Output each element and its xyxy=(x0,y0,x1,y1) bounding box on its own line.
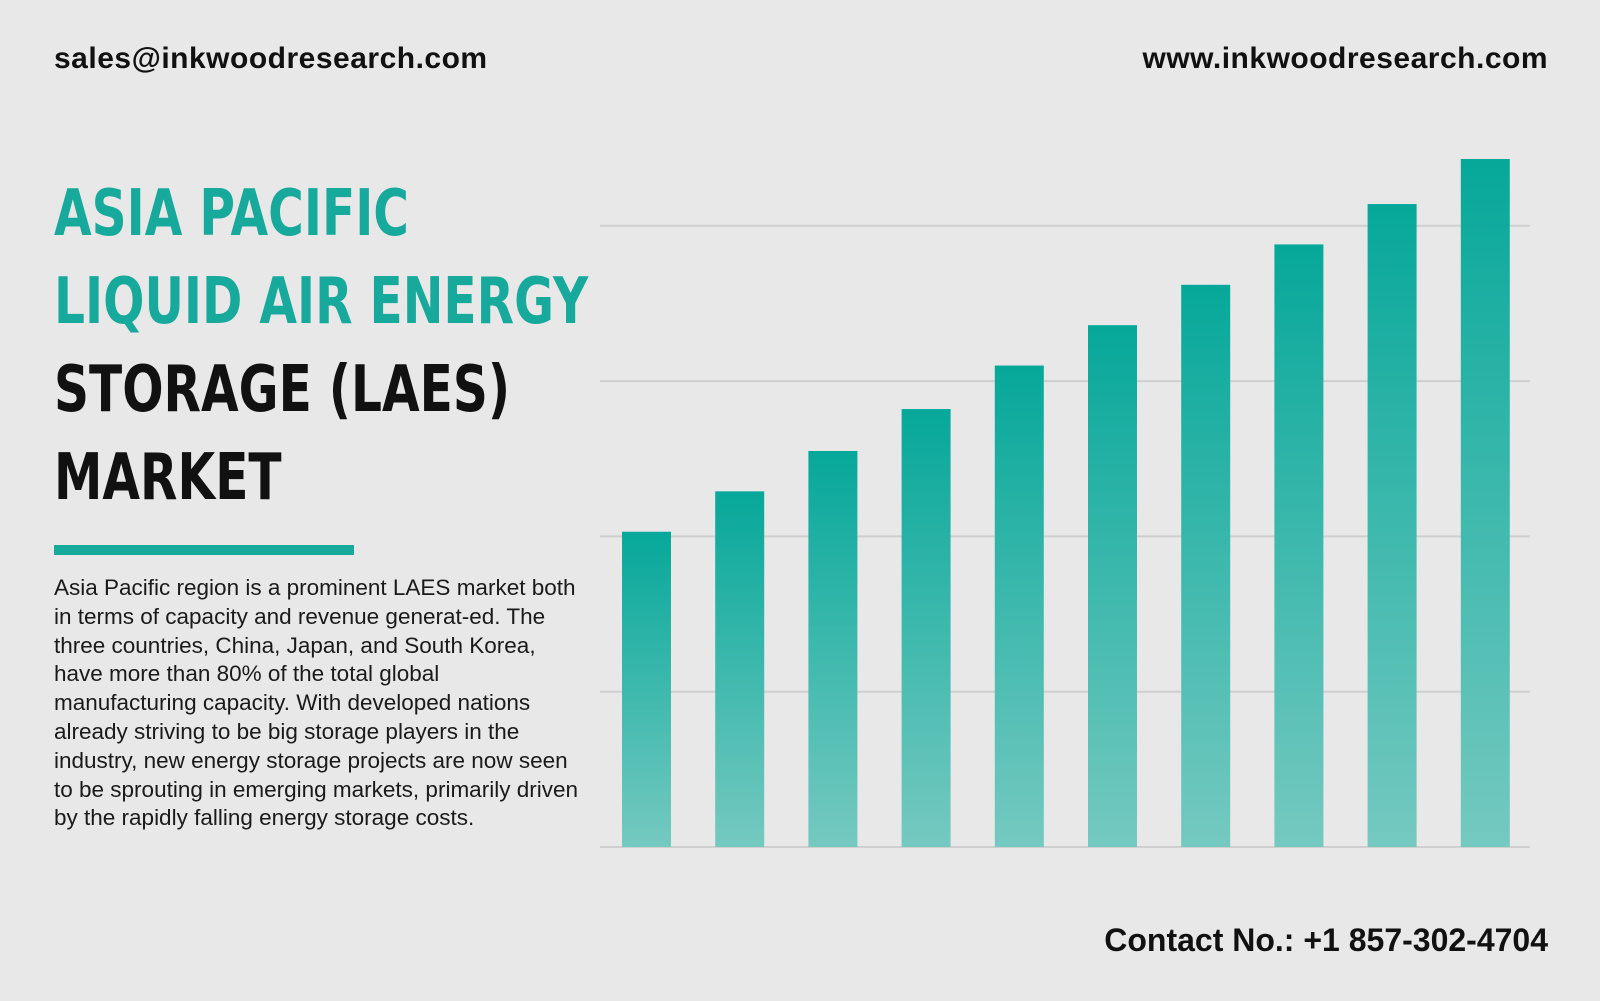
bar xyxy=(1088,325,1137,847)
bar xyxy=(1367,204,1417,847)
page-title: ASIA PACIFIC LIQUID AIR ENERGY STORAGE (… xyxy=(54,170,588,522)
title-line-1: ASIA PACIFIC xyxy=(54,177,409,251)
title-line-3: STORAGE (LAES) xyxy=(54,353,511,427)
bar xyxy=(808,450,858,847)
title-line-2: LIQUID AIR ENERGY xyxy=(54,265,589,339)
bar xyxy=(622,531,671,847)
bar xyxy=(1274,244,1324,847)
bar xyxy=(1181,284,1231,847)
bar xyxy=(1460,159,1510,847)
bar xyxy=(901,409,951,847)
market-description: Asia Pacific region is a prominent LAES … xyxy=(54,575,578,831)
website-link[interactable]: www.inkwoodresearch.com xyxy=(1142,42,1548,75)
contact-number[interactable]: Contact No.: +1 857-302-4704 xyxy=(1104,922,1548,958)
bar xyxy=(994,365,1044,847)
title-underline xyxy=(54,545,354,555)
bar-chart xyxy=(600,159,1530,848)
bar xyxy=(715,491,765,847)
email-link[interactable]: sales@inkwoodresearch.com xyxy=(54,42,488,75)
title-line-4: MARKET xyxy=(54,441,282,515)
